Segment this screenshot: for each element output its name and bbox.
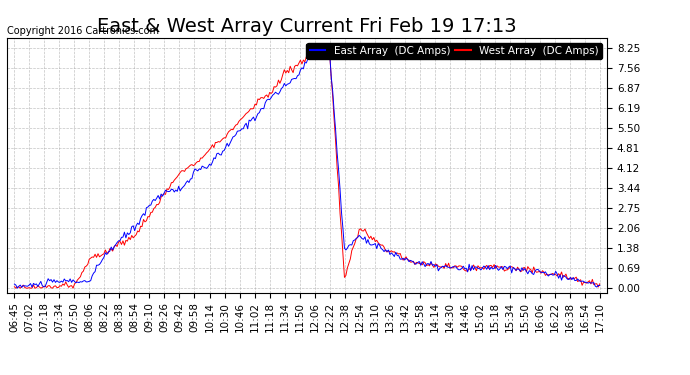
Title: East & West Array Current Fri Feb 19 17:13: East & West Array Current Fri Feb 19 17:… [97, 17, 517, 36]
Text: Copyright 2016 Cartronics.com: Copyright 2016 Cartronics.com [7, 26, 159, 36]
Legend: East Array  (DC Amps), West Array  (DC Amps): East Array (DC Amps), West Array (DC Amp… [306, 43, 602, 59]
